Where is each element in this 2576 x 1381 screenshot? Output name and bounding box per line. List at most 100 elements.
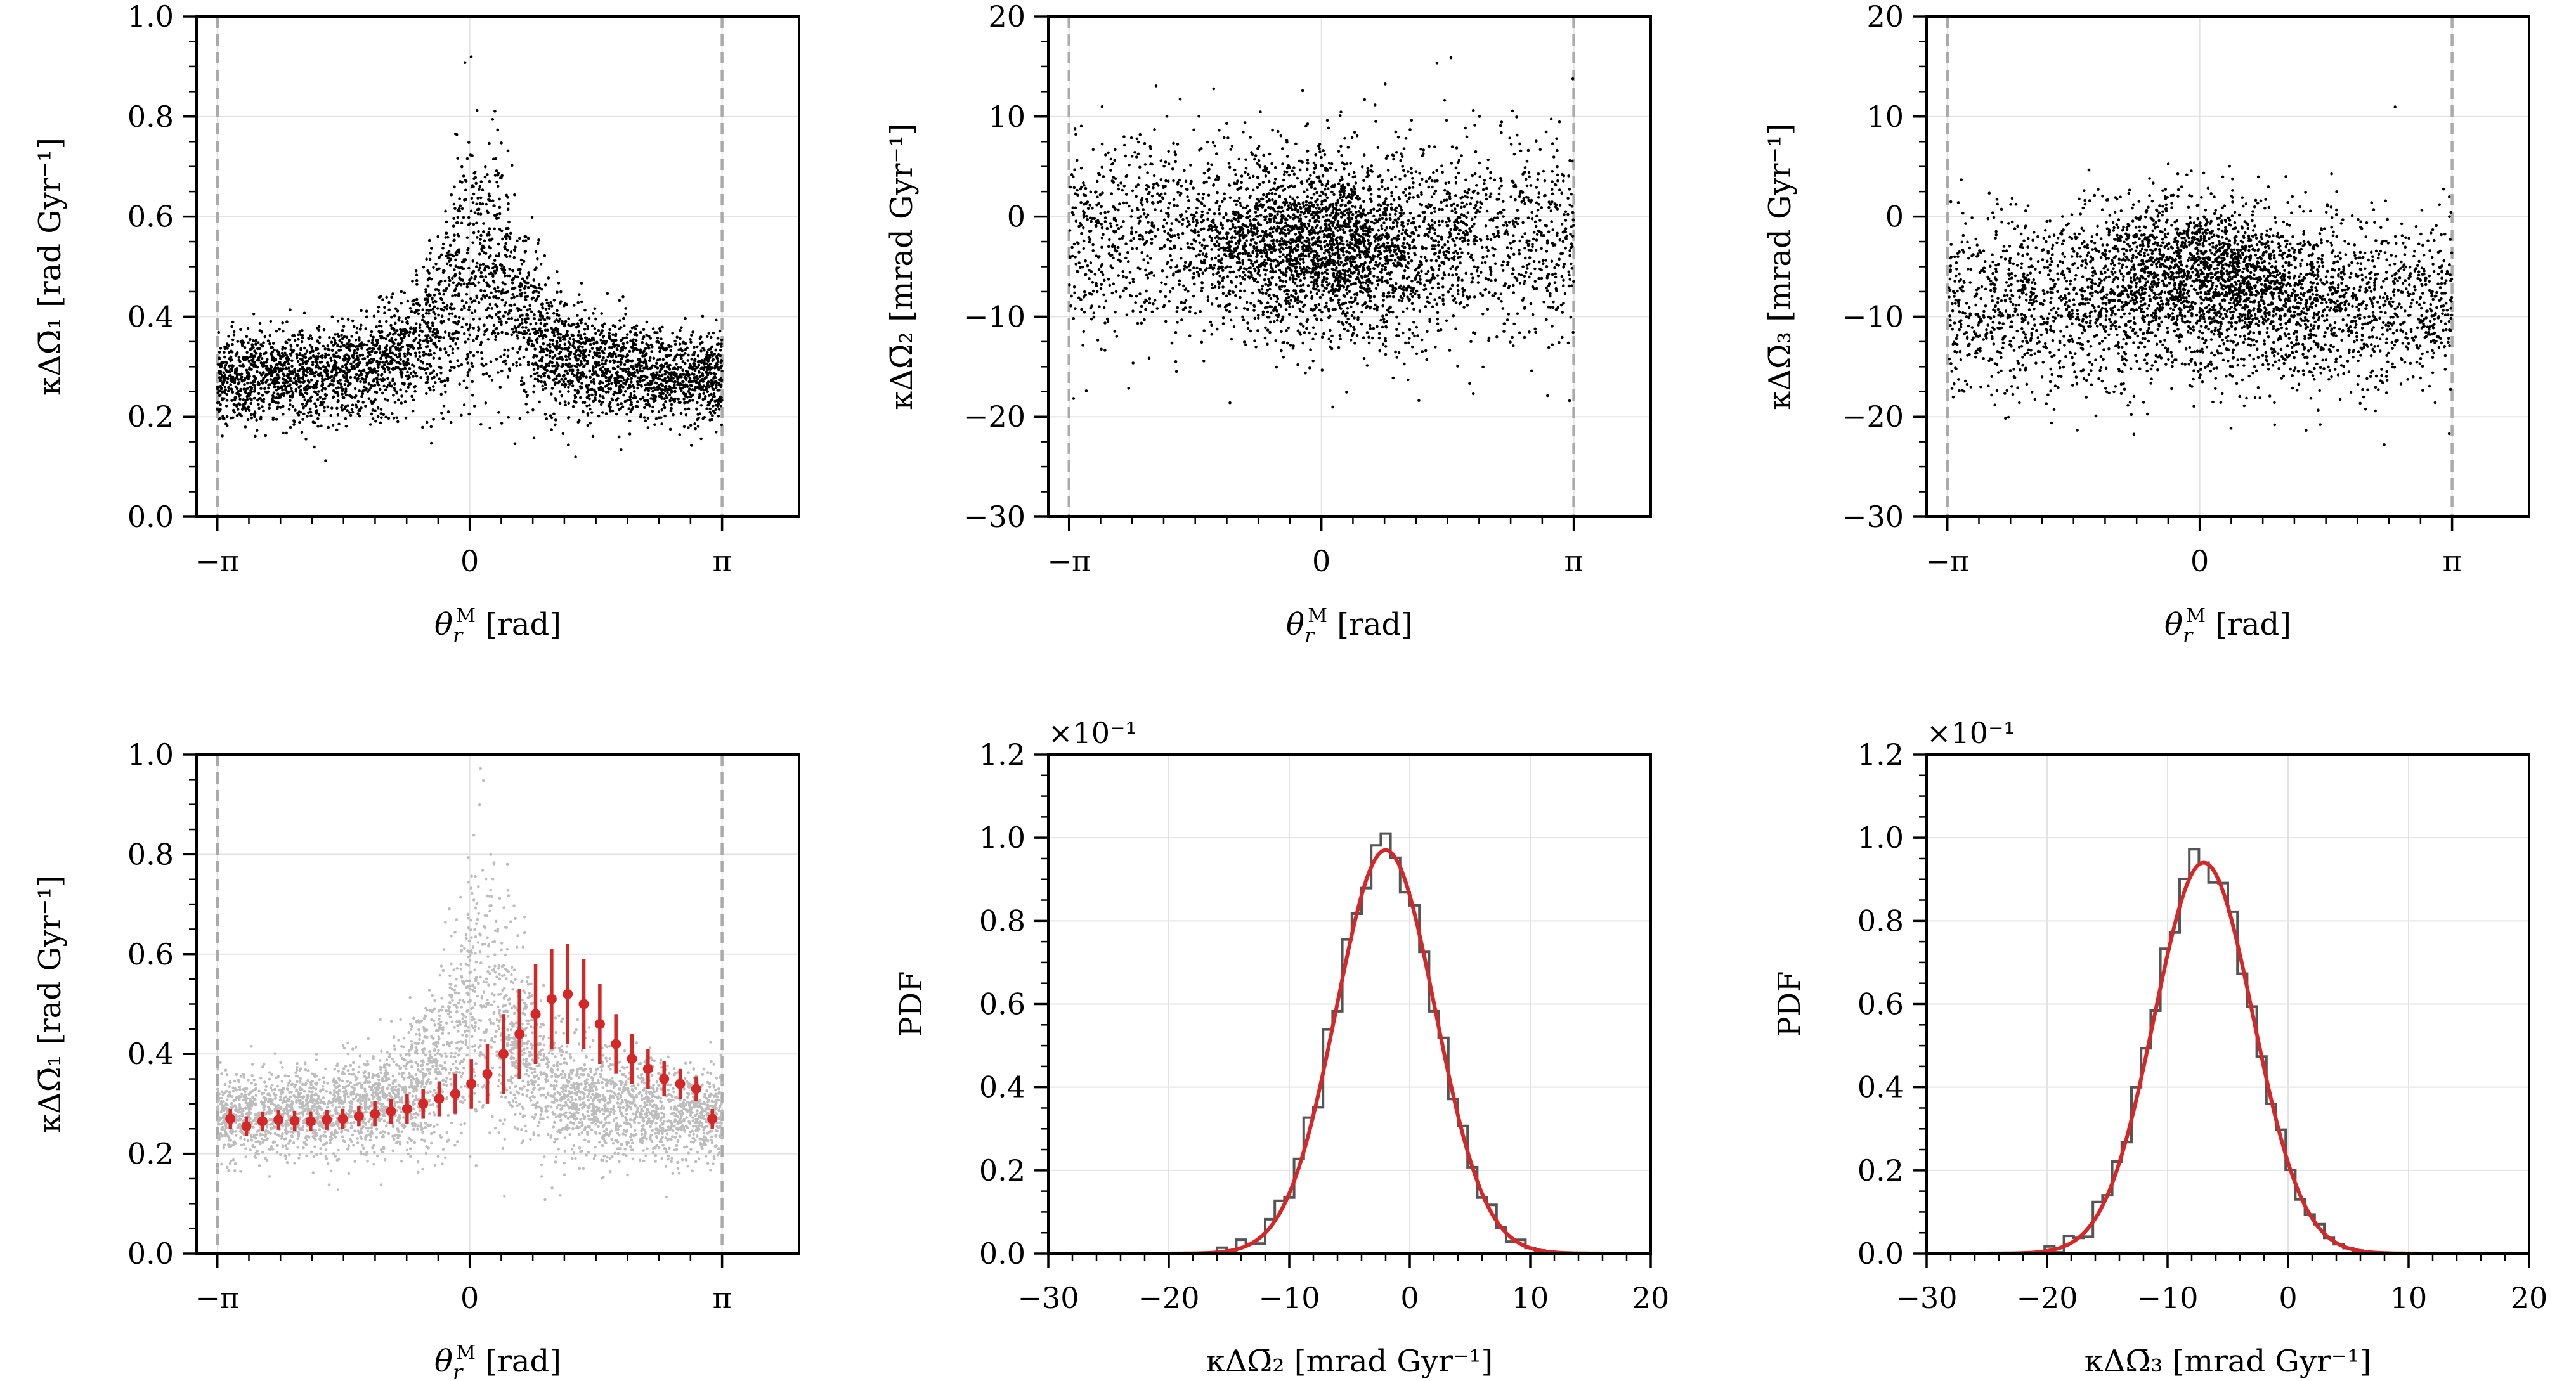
x-tick-label: π: [2442, 544, 2461, 578]
binned-mean-point: [434, 1094, 445, 1105]
plot-area: [1927, 848, 2529, 1254]
binned-mean-point: [659, 1073, 670, 1084]
y-tick-label: −20: [1842, 399, 1904, 434]
y-tick-label: 0.4: [979, 1070, 1025, 1105]
y-tick-label: 1.0: [979, 820, 1025, 855]
binned-mean-point: [675, 1079, 686, 1089]
binned-mean-point: [530, 1009, 541, 1020]
x-tick-label: −10: [2137, 1281, 2198, 1315]
binned-mean-point: [386, 1106, 396, 1117]
x-tick-label: −π: [195, 544, 239, 578]
scatter-points: [216, 55, 724, 463]
plot-area: [1067, 16, 1575, 517]
binned-mean-point: [482, 1068, 493, 1079]
scatter-points: [216, 767, 724, 1202]
y-tick-label: 0.6: [127, 937, 174, 971]
x-tick-label: 20: [2511, 1281, 2548, 1315]
binned-means: [225, 944, 718, 1137]
y-tick-label: 1.0: [127, 737, 174, 772]
scatter-point-cloud: [216, 55, 724, 463]
y-tick-label: 1.0: [127, 0, 174, 34]
y-tick-label: 0.4: [1857, 1070, 1904, 1105]
x-tick-label: 0: [1400, 1281, 1419, 1315]
y-axis: −30 −20 −10 0 10 20: [964, 0, 1048, 534]
x-tick-label: 10: [2390, 1281, 2428, 1315]
y-tick-label: 0.4: [127, 299, 174, 334]
x-tick-label: −π: [195, 1281, 239, 1315]
y-tick-label: 1.2: [979, 737, 1025, 772]
x-axis: −π 0 π: [1047, 517, 1584, 578]
y-tick-label: 0.8: [127, 837, 174, 871]
y-tick-label: 0.8: [979, 904, 1025, 938]
panel-omega1-scatter: −π 0 π 0.0 0.2 0.4 0.6 0.8 1.0 θrM [rad] κΔΩ̄₁ [ra…: [32, 0, 800, 647]
x-axis: −π 0 π: [195, 1254, 732, 1315]
binned-mean-point: [322, 1115, 332, 1125]
x-axis-title: θrM [rad]: [1286, 605, 1413, 647]
binned-mean-point: [305, 1116, 316, 1127]
binned-mean-point: [418, 1098, 429, 1109]
x-tick-label: −π: [1925, 544, 1969, 578]
panel-omega3-pdf: −30 −20 −10 0 10 20 0.0 0.2 0.4 0.6 0.8 1.0 1.2 κΔΩ̄₃…: [1772, 716, 2547, 1379]
binned-mean-point: [627, 1054, 637, 1065]
y-tick-label: 0.2: [1857, 1153, 1904, 1188]
panel-omega2-pdf: −30 −20 −10 0 10 20 0.0 0.2 0.4 0.6 0.8 1.0 1.2 κΔΩ̄₂…: [894, 716, 1669, 1379]
x-axis-title: θrM [rad]: [434, 1342, 561, 1381]
y-axis: 0.0 0.2 0.4 0.6 0.8 1.0: [127, 0, 197, 534]
grid: [1048, 754, 1651, 1254]
binned-mean-point: [563, 989, 573, 999]
y-axis-title: κΔΩ̄₂ [mrad Gyr⁻¹]: [884, 123, 920, 410]
y-offset-label: ×10⁻¹: [1927, 716, 2015, 750]
y-axis: 0.0 0.2 0.4 0.6 0.8 1.0 1.2: [1857, 737, 1927, 1271]
y-tick-label: 0.0: [127, 500, 174, 534]
x-tick-label: −30: [1017, 1281, 1079, 1315]
y-tick-label: 10: [988, 100, 1025, 134]
y-offset-label: ×10⁻¹: [1048, 716, 1137, 750]
x-tick-label: π: [712, 1281, 731, 1315]
y-tick-label: 10: [1866, 100, 1904, 134]
y-tick-label: 0.6: [127, 200, 174, 234]
y-axis: 0.0 0.2 0.4 0.6 0.8 1.0: [127, 737, 197, 1271]
y-tick-label: 0.0: [1857, 1236, 1904, 1271]
binned-mean-point: [401, 1103, 412, 1114]
binned-mean-point: [466, 1079, 477, 1089]
y-axis-title: PDF: [894, 971, 929, 1037]
x-tick-label: 20: [1632, 1281, 1670, 1315]
y-axis-title: PDF: [1772, 971, 1807, 1037]
y-tick-label: 0: [1885, 200, 1904, 234]
y-tick-label: 20: [988, 0, 1025, 34]
x-tick-label: π: [1564, 544, 1583, 578]
y-tick-label: 0.0: [979, 1236, 1025, 1271]
x-tick-label: −20: [1138, 1281, 1199, 1315]
x-axis: −π 0 π: [1925, 517, 2462, 578]
grid: [1926, 754, 2530, 1254]
binned-mean-point: [691, 1084, 701, 1094]
y-tick-label: 0.4: [127, 1037, 174, 1071]
y-axis-title: κΔΩ̄₁ [rad Gyr⁻¹]: [32, 138, 68, 396]
x-tick-label: 0: [2190, 544, 2209, 578]
y-tick-label: 0.8: [1857, 904, 1904, 938]
plot-area: [1048, 832, 1651, 1254]
scatter-point-cloud: [216, 767, 724, 1202]
x-tick-label: 0: [1312, 544, 1330, 578]
x-tick-label: 0: [460, 1281, 479, 1315]
x-tick-label: −30: [1896, 1281, 1957, 1315]
x-tick-label: −π: [1047, 544, 1091, 578]
x-tick-label: π: [712, 544, 731, 578]
scatter-point-cloud: [1947, 105, 2454, 446]
x-axis-title: θrM [rad]: [2164, 605, 2291, 647]
y-tick-label: 0.8: [127, 100, 174, 134]
binned-mean-point: [353, 1111, 364, 1122]
gaussian-fit-curve: [1048, 848, 1651, 1254]
y-tick-label: 0.0: [127, 1236, 174, 1271]
binned-mean-point: [225, 1113, 236, 1124]
y-tick-label: −30: [964, 500, 1025, 534]
x-tick-label: 0: [460, 544, 479, 578]
binned-mean-point: [257, 1116, 268, 1127]
binned-mean-point: [289, 1115, 300, 1126]
plot-area: [216, 755, 724, 1254]
y-tick-label: 0.2: [127, 1137, 174, 1171]
grid: [197, 754, 799, 1254]
x-axis: −π 0 π: [195, 517, 732, 578]
x-axis: −30 −20 −10 0 10 20: [1896, 1254, 2547, 1315]
x-axis-title: θrM [rad]: [434, 605, 561, 647]
